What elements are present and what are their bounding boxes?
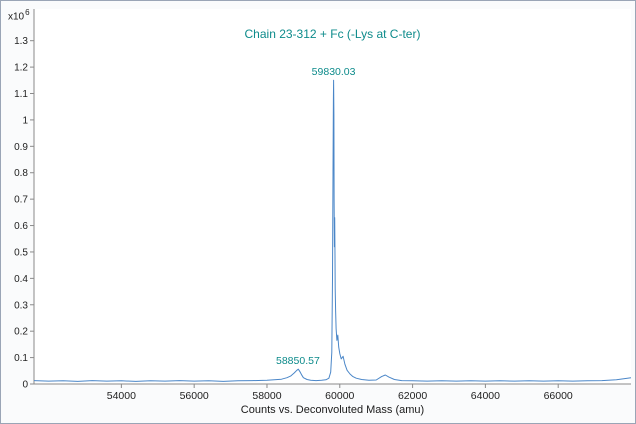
peak-label-main: 59830.03 (311, 66, 356, 79)
y-tick-label: 0.4 (14, 274, 28, 285)
x-tick-label: 56000 (180, 390, 209, 402)
x-tick-label: 60000 (325, 390, 354, 402)
x-axis-title: Counts vs. Deconvoluted Mass (amu) (240, 404, 425, 416)
y-tick-label: 0.5 (14, 247, 28, 258)
y-unit-base: x10 (8, 11, 25, 23)
y-tick-label: 0.8 (14, 168, 28, 179)
y-tick-label: 0 (22, 380, 28, 391)
y-tick-label: 0.6 (14, 221, 28, 232)
y-tick-label: 0.2 (14, 327, 28, 338)
peak-label-minor: 58850.57 (276, 355, 320, 368)
x-tick-label: 62000 (398, 390, 427, 402)
x-tick-label: 54000 (107, 390, 136, 402)
y-tick-label: 1.3 (14, 36, 28, 47)
y-tick-label: 0.1 (14, 353, 28, 364)
y-tick-label: 0.9 (14, 142, 28, 153)
chart-title: Chain 23-312 + Fc (-Lys at C-ter) (244, 27, 421, 41)
spectrum-trace (33, 79, 632, 382)
y-tick-label: 0.7 (14, 195, 28, 206)
y-unit-exponent: 6 (25, 8, 30, 17)
x-tick-label: 58000 (252, 390, 281, 402)
y-tick-label: 1.2 (14, 63, 28, 74)
x-tick-label: 66000 (544, 390, 573, 402)
y-axis-unit-label: x106 (8, 8, 30, 22)
y-tick-label: 1 (22, 115, 28, 126)
x-tick-label: 64000 (471, 390, 500, 402)
y-tick-label: 0.3 (14, 300, 28, 311)
y-tick-label: 1.1 (14, 89, 28, 100)
